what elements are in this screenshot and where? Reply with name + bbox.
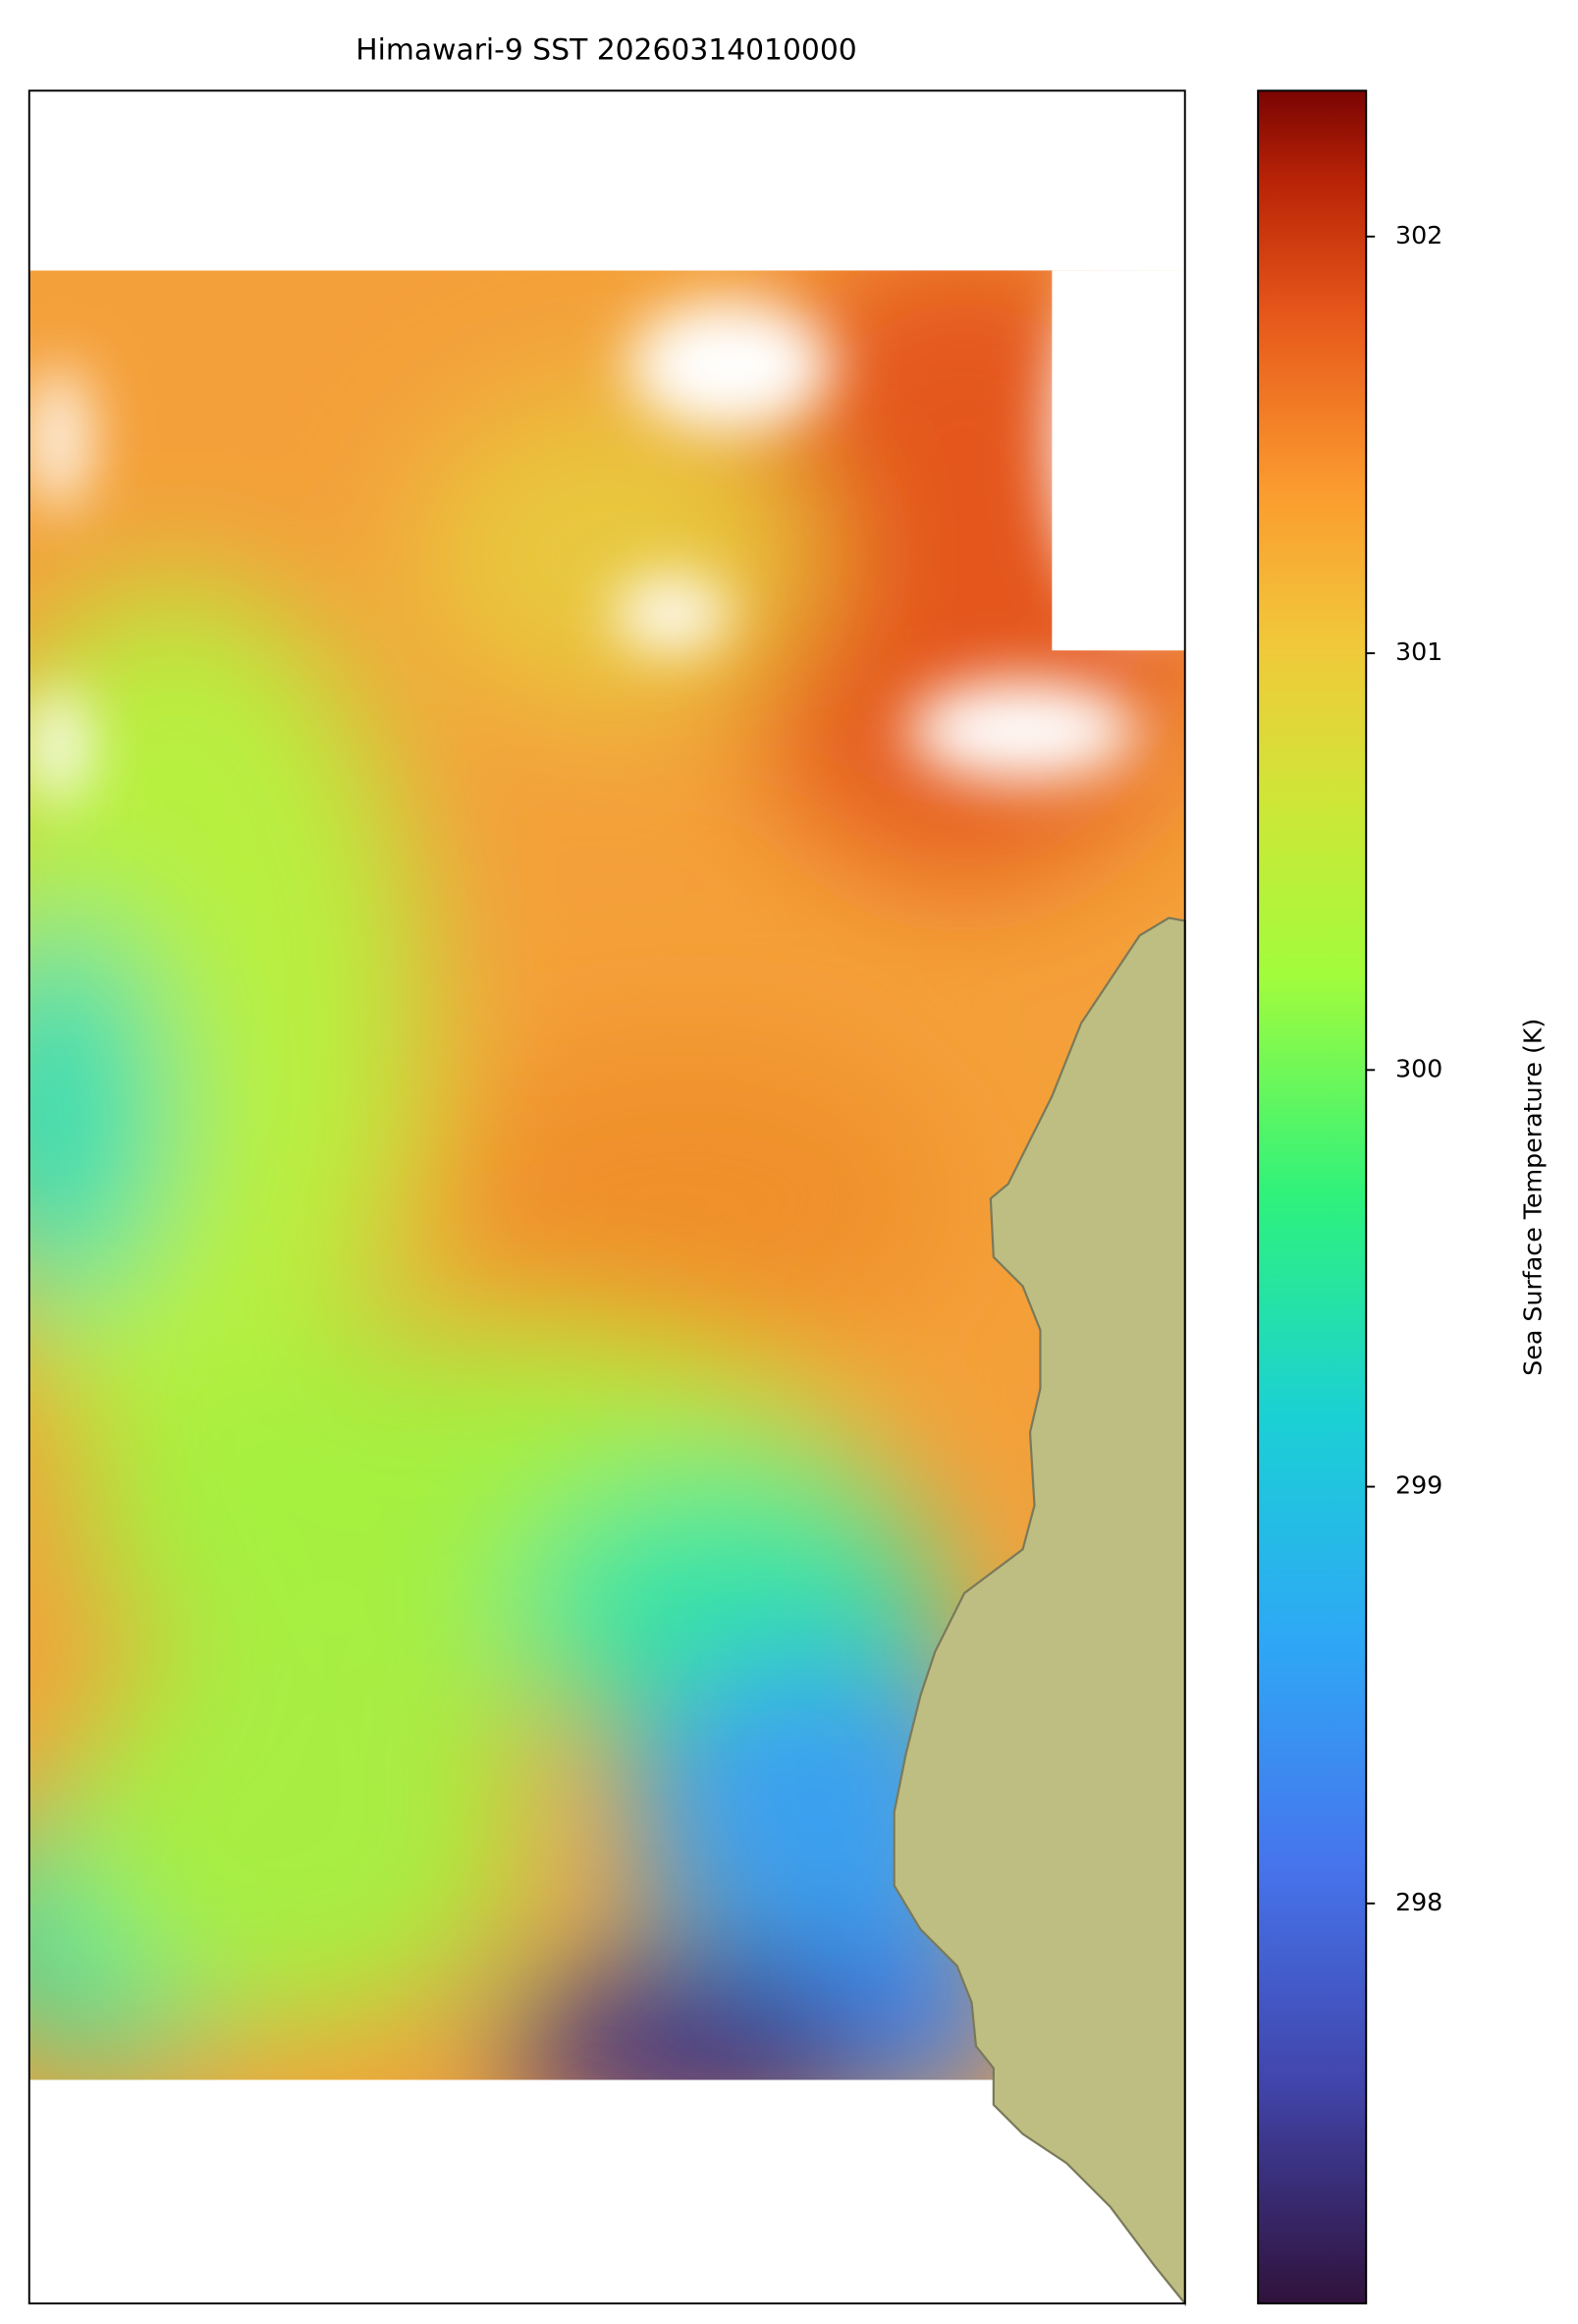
colorbar-label: Sea Surface Temperature (K) [1518, 1019, 1547, 1376]
colorbar-tick-label: 300 [1395, 1054, 1442, 1082]
colorbar-tick-label: 299 [1395, 1471, 1442, 1500]
map-title: Himawari-9 SST 20260314010000 [355, 33, 856, 68]
colorbar-tick-label: 301 [1395, 637, 1442, 666]
colorbar [1257, 89, 1368, 2305]
map-frame [27, 89, 1186, 2305]
colorbar-tick-label: 298 [1395, 1888, 1442, 1916]
colorbar-tick-label: 302 [1395, 221, 1442, 249]
land [893, 916, 1186, 2307]
